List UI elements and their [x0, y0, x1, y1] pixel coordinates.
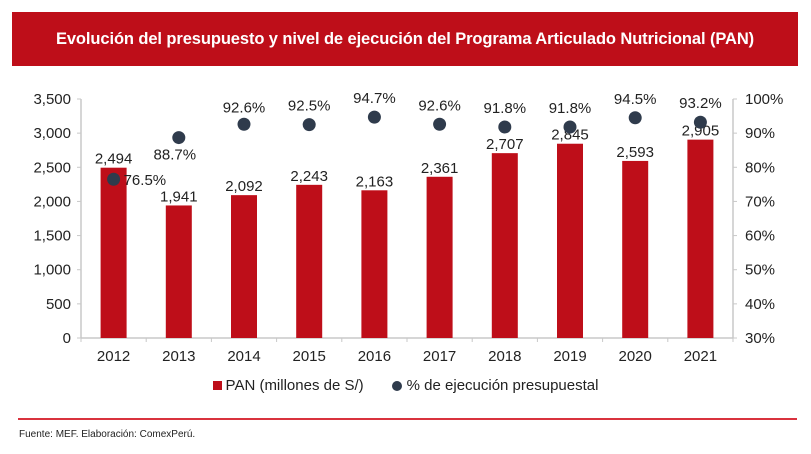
- bar-value-label: 2,593: [616, 144, 654, 161]
- footer-divider: [18, 418, 797, 420]
- right-axis-tick-label: 80%: [745, 159, 775, 176]
- bar-value-label: 2,243: [290, 168, 328, 185]
- left-axis-tick-label: 1,500: [33, 228, 71, 245]
- x-axis-label: 2016: [358, 348, 391, 365]
- bar-2015: [296, 184, 323, 338]
- legend-item-dots: % de ejecución presupuestal: [391, 377, 599, 394]
- dot-2017: [433, 117, 447, 131]
- chart-title: Evolución del presupuesto y nivel de eje…: [55, 29, 755, 48]
- percent-value-label: 88.7%: [154, 147, 197, 164]
- dot-2021: [693, 115, 707, 129]
- percent-value-label: 91.8%: [549, 100, 592, 117]
- x-axis-label: 2013: [162, 348, 195, 365]
- dot-2013: [172, 131, 186, 145]
- right-axis-tick-label: 70%: [745, 193, 775, 210]
- bar-2013: [165, 205, 192, 338]
- bar-2014: [231, 195, 257, 338]
- left-axis-tick-label: 2,000: [33, 193, 71, 210]
- bar-2012: [100, 167, 127, 338]
- bar-value-label: 2,494: [95, 151, 133, 168]
- bar-2020: [622, 160, 649, 338]
- right-axis-tick-label: 90%: [745, 125, 775, 142]
- percent-value-label: 93.2%: [679, 95, 722, 112]
- legend: PAN (millones de S/) % de ejecución pres…: [0, 377, 811, 394]
- left-axis-tick-label: 0: [63, 330, 71, 347]
- right-axis-tick-label: 100%: [745, 91, 783, 108]
- x-axis-label: 2019: [553, 348, 586, 365]
- dot-2016: [367, 110, 381, 124]
- x-axis-label: 2012: [97, 348, 130, 365]
- bar-value-label: 2,707: [486, 136, 524, 153]
- dot-2019: [563, 120, 577, 134]
- percent-value-label: 94.7%: [353, 90, 396, 107]
- bar-value-label: 2,845: [551, 127, 589, 144]
- right-axis-tick-label: 50%: [745, 262, 775, 279]
- bar-2021: [687, 139, 714, 338]
- x-axis-label: 2017: [423, 348, 456, 365]
- dot-2012: [107, 172, 121, 186]
- bar-value-label: 2,905: [682, 123, 720, 140]
- source-note: Fuente: MEF. Elaboración: ComexPerú.: [19, 429, 196, 440]
- percent-value-label: 92.6%: [223, 99, 266, 116]
- bar-value-label: 2,163: [356, 173, 394, 190]
- right-axis-tick-label: 40%: [745, 296, 775, 313]
- legend-dot-swatch: [391, 380, 402, 391]
- dot-2014: [237, 117, 251, 131]
- x-axis-label: 2021: [684, 348, 717, 365]
- left-axis-tick-label: 2,500: [33, 159, 71, 176]
- dot-2020: [628, 111, 642, 125]
- left-axis-tick-label: 3,500: [33, 91, 71, 108]
- dot-2015: [302, 118, 316, 132]
- right-axis-tick-label: 30%: [745, 330, 775, 347]
- left-axis-tick-label: 1,000: [33, 262, 71, 279]
- percent-value-label: 92.5%: [288, 98, 331, 115]
- bar-value-label: 1,941: [160, 188, 198, 205]
- bar-2016: [361, 190, 388, 338]
- x-axis-label: 2020: [619, 348, 652, 365]
- x-axis-label: 2015: [293, 348, 326, 365]
- bar-2017: [426, 176, 453, 338]
- bar-value-label: 2,092: [225, 178, 263, 195]
- percent-value-label: 92.6%: [418, 97, 461, 114]
- legend-label-bars: PAN (millones de S/): [225, 377, 364, 394]
- bar-2019: [557, 143, 583, 338]
- left-axis-tick-label: 3,000: [33, 125, 71, 142]
- right-axis-tick-label: 60%: [745, 228, 775, 245]
- chart-title-bar: Evolución del presupuesto y nivel de eje…: [12, 12, 798, 66]
- legend-label-dots: % de ejecución presupuestal: [406, 377, 599, 394]
- bar-value-label: 2,361: [421, 160, 459, 177]
- percent-value-label: 94.5%: [614, 91, 657, 108]
- left-axis-tick-label: 500: [46, 296, 71, 313]
- percent-value-label: 76.5%: [124, 172, 167, 189]
- legend-item-bars: PAN (millones de S/): [212, 377, 364, 394]
- percent-value-label: 91.8%: [484, 100, 527, 117]
- x-axis-label: 2014: [227, 348, 260, 365]
- dot-2018: [498, 120, 512, 134]
- bar-2018: [491, 153, 518, 338]
- x-axis-label: 2018: [488, 348, 521, 365]
- legend-bar-swatch: [212, 381, 222, 390]
